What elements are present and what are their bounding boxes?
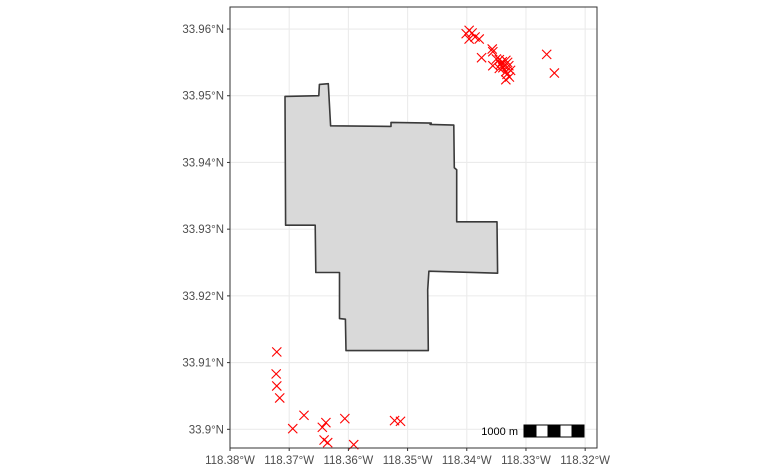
- y-tick-label: 33.91°N: [182, 358, 224, 370]
- point-marker: [467, 28, 478, 39]
- point-marker: [500, 74, 511, 85]
- point-marker: [271, 368, 282, 379]
- point-marker: [271, 346, 282, 357]
- scale-bar-segment: [535, 424, 549, 438]
- point-marker: [491, 54, 502, 65]
- point-marker: [271, 380, 282, 391]
- point-marker: [322, 437, 333, 448]
- point-marker: [320, 417, 331, 428]
- y-tick-label: 33.94°N: [182, 157, 224, 169]
- scale-bar: 1000 m: [481, 424, 585, 438]
- y-tick-label: 33.92°N: [182, 291, 224, 303]
- city-boundary-polygon: [284, 82, 499, 352]
- y-tick-label: 33.95°N: [182, 91, 224, 103]
- point-marker: [287, 423, 298, 434]
- point-marker: [339, 413, 350, 424]
- point-marker: [476, 52, 487, 63]
- point-markers: [271, 25, 560, 450]
- point-marker: [487, 46, 498, 57]
- x-tick-label: 118.38°W: [205, 455, 255, 467]
- boundary-layer: [284, 82, 499, 352]
- point-marker: [494, 63, 505, 74]
- point-marker: [317, 422, 328, 433]
- point-marker: [505, 65, 516, 76]
- point-marker: [274, 392, 285, 403]
- x-tick-label: 118.32°W: [560, 455, 610, 467]
- y-tick-label: 33.96°N: [182, 24, 224, 36]
- point-marker: [549, 68, 560, 79]
- point-marker: [299, 410, 309, 421]
- scale-bar-segment: [523, 424, 537, 438]
- point-marker: [541, 49, 552, 60]
- scale-bar-segment: [547, 424, 561, 438]
- x-tick-label: 118.35°W: [383, 455, 433, 467]
- x-axis-ticks: 118.38°W 118.37°W 118.36°W 118.35°W 118.34°W…: [205, 448, 610, 467]
- scale-bar-label: 1000 m: [481, 426, 518, 438]
- point-marker: [474, 34, 485, 45]
- x-tick-label: 118.37°W: [264, 455, 314, 467]
- point-marker: [502, 57, 513, 68]
- point-marker: [395, 416, 406, 427]
- y-axis-ticks: 33.9°N 33.91°N 33.92°N 33.93°N 33.94°N 33.95°…: [182, 24, 230, 436]
- x-tick-label: 118.33°W: [501, 455, 551, 467]
- x-tick-label: 118.36°W: [323, 455, 373, 467]
- point-marker: [487, 44, 498, 55]
- point-marker: [464, 34, 475, 45]
- x-tick-label: 118.34°W: [442, 455, 492, 467]
- y-tick-label: 33.93°N: [182, 224, 224, 236]
- y-tick-label: 33.9°N: [189, 424, 224, 436]
- scale-bar-segment: [571, 424, 585, 438]
- scale-bar-segment: [559, 424, 573, 438]
- panel-border: [229, 6, 598, 449]
